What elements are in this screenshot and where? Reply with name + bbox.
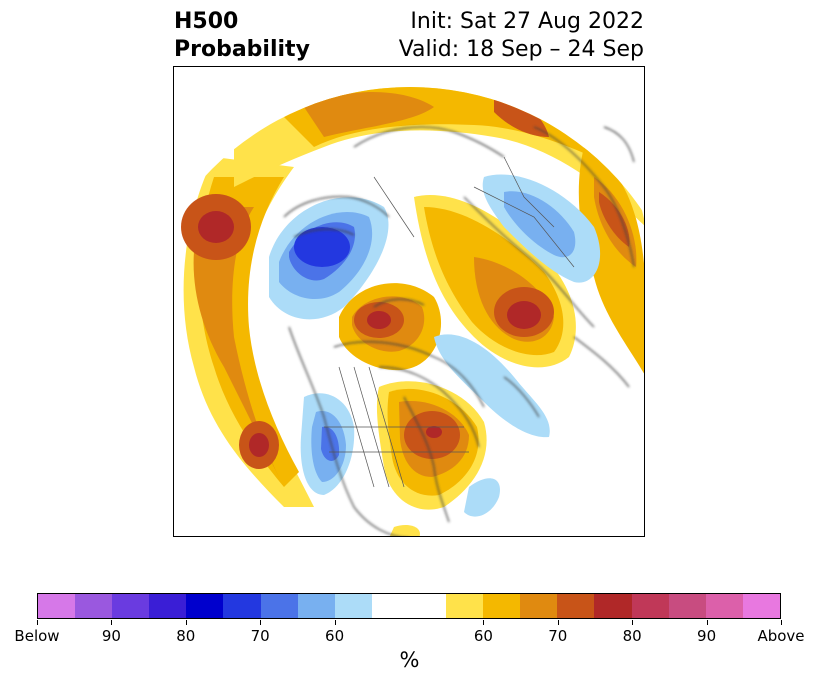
colorbar-tick-mark	[706, 620, 708, 625]
colorbar-segment	[38, 594, 76, 618]
colorbar-tick-mark	[483, 620, 485, 625]
colorbar-ticks: Below 90 80 70 60 60 70 80 90 Above	[14, 620, 805, 645]
colorbar-segment	[483, 594, 521, 618]
contour-above-70	[304, 92, 434, 137]
colorbar-segment	[705, 594, 743, 618]
colorbar-segment	[297, 594, 335, 618]
coastlines	[283, 126, 635, 536]
colorbar-segment	[371, 594, 409, 618]
colorbar-tick-label: 70	[250, 627, 270, 645]
contour-above-70	[193, 207, 279, 477]
colorbar-tick-label: 80	[622, 627, 642, 645]
colorbar-segment	[408, 594, 447, 618]
colorbar-unit: %	[399, 648, 420, 672]
colorbar-segment	[112, 594, 150, 618]
colorbar-tick-mark	[185, 620, 187, 625]
map-canvas	[181, 87, 644, 536]
colorbar-segment	[631, 594, 669, 618]
colorbar-segment	[594, 594, 632, 618]
contour-above-80	[507, 301, 541, 329]
colorbar-segment	[446, 594, 484, 618]
colorbar-segment	[668, 594, 706, 618]
contour-below-60	[464, 478, 500, 517]
contour-above-80	[426, 426, 442, 438]
colorbar-tick-mark	[334, 620, 336, 625]
contour-above-75	[599, 192, 630, 247]
colorbar-tick-mark	[111, 620, 113, 625]
contour-above-80	[367, 311, 391, 329]
valid-period: Valid: 18 Sep – 24 Sep	[398, 37, 644, 62]
colorbar-tick-label: Below	[14, 627, 60, 645]
contour-below-70	[321, 426, 340, 461]
colorbar	[37, 593, 781, 619]
colorbar-tick-mark	[781, 620, 782, 625]
colorbar-segment	[260, 594, 298, 618]
colorbar-segment	[186, 594, 224, 618]
colorbar-tick-mark	[37, 620, 38, 625]
colorbar-tick-label: 90	[101, 627, 121, 645]
init-date: Init: Sat 27 Aug 2022	[410, 9, 644, 34]
contour-below-60	[434, 334, 550, 438]
colorbar-tick-mark	[632, 620, 634, 625]
colorbar-tick-label: 90	[697, 627, 717, 645]
colorbar-segment	[149, 594, 187, 618]
contour-above-80	[198, 211, 234, 243]
colorbar-tick-label: Above	[757, 627, 805, 645]
contour-above-60	[389, 525, 420, 536]
colorbar-segment	[75, 594, 113, 618]
title-product: Probability	[174, 37, 310, 62]
colorbar-tick-label: 60	[325, 627, 345, 645]
colorbar-segment	[742, 594, 780, 618]
probability-contours	[181, 87, 644, 536]
political-borders	[324, 156, 575, 488]
chart-title-right: Init: Sat 27 Aug 2022 Valid: 18 Sep – 24…	[399, 8, 644, 64]
title-variable: H500	[174, 9, 239, 34]
contour-below-75	[294, 227, 350, 267]
colorbar-tick-label: 80	[176, 627, 196, 645]
colorbar-segment	[520, 594, 558, 618]
colorbar-tick-mark	[260, 620, 262, 625]
colorbar-segment	[557, 594, 595, 618]
colorbar-tick-label: 60	[473, 627, 493, 645]
colorbar-tick-mark	[557, 620, 559, 625]
colorbar-segment	[334, 594, 372, 618]
chart-title-left: H500 Probability	[174, 8, 310, 64]
colorbar-segment	[223, 594, 261, 618]
colorbar-tick-label: 70	[548, 627, 568, 645]
contour-above-80	[249, 433, 269, 457]
polar-map	[173, 66, 645, 537]
